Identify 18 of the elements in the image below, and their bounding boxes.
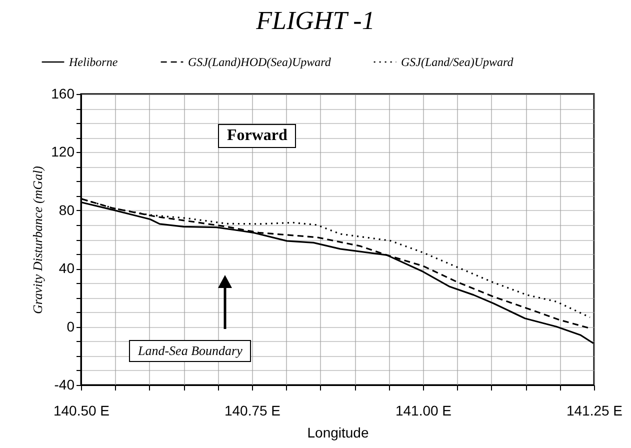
- y-tick-label: 160: [51, 86, 75, 102]
- x-tick-label: 140.50 E: [53, 402, 110, 418]
- y-tick-label: 80: [58, 202, 75, 218]
- y-tick-label: 120: [51, 144, 75, 160]
- annotation: Land-Sea Boundary: [129, 340, 252, 362]
- y-tick-label: -40: [54, 376, 75, 392]
- legend-label: Heliborne: [68, 55, 118, 69]
- x-tick-label: 141.25 E: [566, 402, 623, 418]
- y-tick-label: 40: [58, 260, 75, 276]
- legend-label: GSJ(Land)HOD(Sea)Upward: [188, 55, 332, 69]
- chart-title: FLIGHT -1: [255, 6, 376, 36]
- x-tick-label: 140.75 E: [224, 402, 281, 418]
- x-axis-title: Longitude: [307, 424, 369, 440]
- legend-label: GSJ(Land/Sea)Upward: [401, 55, 514, 69]
- y-axis-title: Gravity Disturbance (mGal): [30, 166, 46, 314]
- annotation: Forward: [218, 124, 296, 148]
- y-tick-label: 0: [66, 318, 75, 334]
- x-tick-label: 141.00 E: [395, 402, 452, 418]
